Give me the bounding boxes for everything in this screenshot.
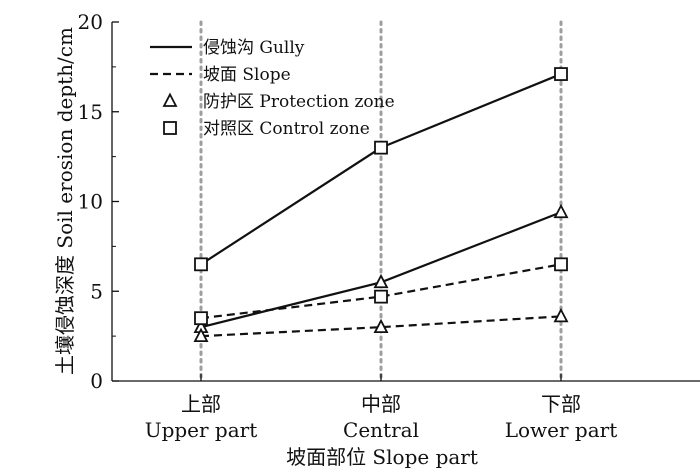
x-tick-label-zh: 上部 bbox=[181, 392, 221, 416]
data-point bbox=[554, 257, 568, 272]
data-point bbox=[373, 273, 389, 289]
series-line-4 bbox=[200, 315, 562, 338]
y-tick-label: 15 bbox=[78, 100, 103, 124]
legend-label-1: 侵蚀沟 Gully bbox=[203, 38, 305, 58]
series-line-3 bbox=[200, 263, 562, 320]
y-tick-label: 10 bbox=[78, 190, 103, 214]
data-point bbox=[554, 67, 568, 81]
series-layer bbox=[193, 67, 569, 343]
x-tick-label-zh: 中部 bbox=[361, 392, 401, 416]
legend-swatch-3 bbox=[162, 92, 178, 107]
x-tick-label-zh: 下部 bbox=[541, 392, 581, 416]
data-point bbox=[193, 327, 209, 343]
legend-label-4: 对照区 Control zone bbox=[203, 119, 370, 139]
y-tick-label: 5 bbox=[90, 279, 103, 303]
legend-swatch-4 bbox=[163, 121, 177, 135]
data-point bbox=[553, 307, 569, 323]
legend-label-3: 防护区 Protection zone bbox=[203, 92, 395, 112]
data-point bbox=[374, 289, 388, 304]
data-point bbox=[194, 257, 208, 272]
y-tick-label: 20 bbox=[78, 10, 103, 34]
x-tick-label-en: Central bbox=[343, 418, 419, 442]
x-tick-label-en: Lower part bbox=[505, 418, 618, 442]
legend-label-2: 坡面 Slope bbox=[203, 65, 291, 85]
data-point bbox=[373, 318, 389, 334]
y-axis-title: 土壤侵蚀深度 Soil erosion depth/cm bbox=[53, 27, 77, 375]
data-point bbox=[553, 203, 569, 219]
y-tick-label: 0 bbox=[90, 369, 103, 393]
x-tick-label-en: Upper part bbox=[145, 418, 258, 442]
data-point bbox=[194, 311, 208, 326]
x-axis-title: 坡面部位 Slope part bbox=[286, 445, 478, 469]
legend: 侵蚀沟 Gully 坡面 Slope 防护区 Protection zone 对照区 … bbox=[150, 38, 395, 139]
data-point bbox=[374, 140, 388, 155]
